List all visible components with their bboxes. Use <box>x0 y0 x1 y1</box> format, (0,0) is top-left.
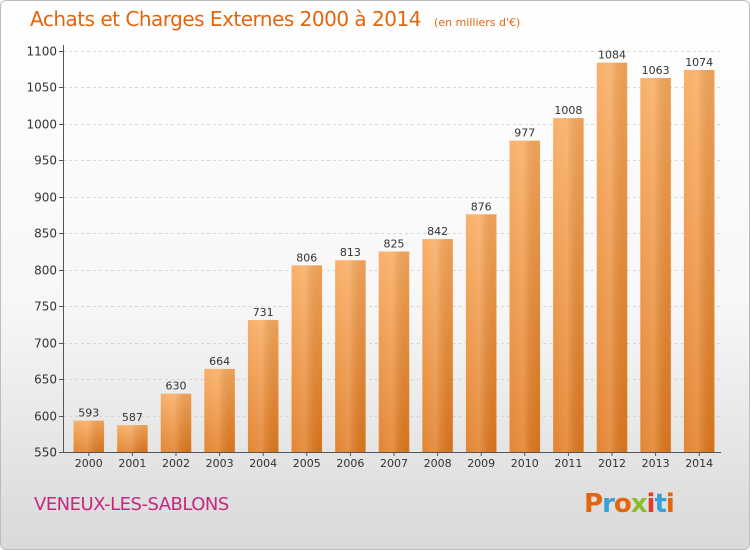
data-label: 825 <box>384 238 405 251</box>
x-tick-label: 2005 <box>293 457 321 470</box>
bar-highlight <box>117 425 148 452</box>
bar-highlight <box>465 214 497 452</box>
bar-highlight <box>247 320 279 452</box>
logo-letter: t <box>654 489 666 519</box>
x-tick-label: 2004 <box>249 457 277 470</box>
x-tick-label: 2002 <box>162 457 190 470</box>
x-tick-label: 2000 <box>75 457 103 470</box>
bar-highlight <box>160 393 192 452</box>
y-tick-label: 750 <box>34 300 57 314</box>
y-tick-label: 850 <box>34 227 57 241</box>
data-label: 731 <box>253 306 274 319</box>
logo-letter: r <box>602 489 615 519</box>
y-tick-label: 600 <box>34 410 57 424</box>
bar-highlight <box>596 62 628 452</box>
x-tick-label: 2009 <box>467 457 495 470</box>
logo-letter: i <box>665 489 675 519</box>
data-label: 664 <box>209 355 230 368</box>
bar-highlight <box>378 251 410 452</box>
y-tick-label: 650 <box>34 373 57 387</box>
bar-highlight <box>291 265 323 452</box>
proxiti-logo: Proxiti <box>584 489 675 519</box>
logo-letter: i <box>646 489 656 519</box>
data-label: 813 <box>340 246 361 259</box>
bar-highlight <box>73 420 105 452</box>
bar-highlight <box>640 77 671 452</box>
bar-highlight <box>553 118 584 453</box>
data-label: 876 <box>471 200 492 213</box>
logo-letter: x <box>630 489 648 519</box>
data-label: 806 <box>296 251 317 264</box>
y-tick-label: 550 <box>34 446 57 460</box>
bar-highlight <box>335 260 366 452</box>
logo-letter: o <box>613 489 632 519</box>
y-tick-label: 1050 <box>26 81 57 95</box>
data-label: 1074 <box>685 56 713 69</box>
data-label: 1063 <box>642 64 670 77</box>
commune-name: VENEUX-LES-SABLONS <box>34 494 229 515</box>
x-tick-label: 2013 <box>642 457 670 470</box>
bar-highlight <box>204 368 235 452</box>
x-tick-label: 2011 <box>554 457 582 470</box>
chart-unit-note: (en milliers d'€) <box>434 16 521 29</box>
x-tick-label: 2003 <box>206 457 234 470</box>
bar-highlight <box>509 140 541 453</box>
data-label: 630 <box>166 380 187 393</box>
x-tick-label: 2010 <box>511 457 539 470</box>
y-tick-label: 700 <box>34 337 57 351</box>
data-label: 587 <box>122 411 143 424</box>
x-tick-label: 2008 <box>424 457 452 470</box>
data-label: 842 <box>427 225 448 238</box>
y-tick-label: 900 <box>34 191 57 205</box>
x-tick-label: 2001 <box>118 457 146 470</box>
x-tick-label: 2014 <box>685 457 713 470</box>
logo-letter: P <box>584 489 603 519</box>
y-tick-label: 1100 <box>26 45 57 59</box>
data-label: 1008 <box>554 104 582 117</box>
x-tick-label: 2006 <box>336 457 364 470</box>
data-label: 1084 <box>598 49 626 62</box>
y-tick-label: 800 <box>34 264 57 278</box>
y-tick-label: 950 <box>34 154 57 168</box>
data-label: 593 <box>78 407 99 420</box>
chart-title-row: Achats et Charges Externes 2000 à 2014 (… <box>30 7 520 31</box>
bar-highlight <box>683 69 715 452</box>
x-tick-label: 2007 <box>380 457 408 470</box>
bar-highlight <box>422 239 453 452</box>
y-tick-label: 1000 <box>26 118 57 132</box>
data-label: 977 <box>514 127 535 140</box>
chart-title: Achats et Charges Externes 2000 à 2014 <box>30 7 421 31</box>
x-tick-label: 2012 <box>598 457 626 470</box>
